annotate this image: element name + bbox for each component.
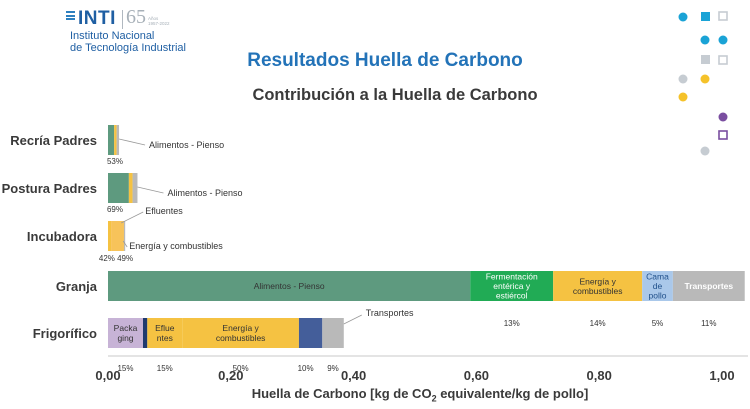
segment-label: estiércol [496,291,528,301]
segment-label: Energía y [579,276,616,286]
logo-anniversary: 65 [126,6,146,28]
bar-segment [108,221,112,251]
logo-separator [122,10,123,29]
percentage-label: 42% 49% [99,254,133,263]
category-label: Granja [56,279,98,294]
chart-title: Contribución a la Huella de Carbono [252,86,538,104]
percentage-label: 15% [157,364,173,373]
segment-label: Packa [114,323,138,333]
bar-segment [147,318,183,348]
bar-segment [116,125,120,155]
bar-segment [553,271,643,301]
bar-segment [142,318,148,348]
bar-segment [108,125,115,155]
deco-square [701,12,710,21]
deco-dot [700,146,710,156]
bar-segment [123,221,126,251]
slide-title: Resultados Huella de Carbono [247,50,523,71]
x-tick-label: 0,80 [587,368,612,383]
segment-label: Eflue [155,323,175,333]
category-label: Postura Padres [2,181,97,196]
deco-dot [718,35,728,45]
bar-segment [470,271,554,301]
logo-brand: INTI [78,8,116,29]
bar-segment [108,173,129,203]
bar-segment [132,173,138,203]
category-label: Incubadora [27,229,98,244]
callout-label: Alimentos - Pienso [149,140,224,150]
percentage-label: 14% [590,319,606,328]
deco-dot [700,35,710,45]
segment-label: pollo [649,291,667,301]
callout-label: Alimentos - Pienso [167,188,242,198]
bar-segment [114,125,117,155]
callout-line [137,186,164,194]
bar-segment [322,318,344,348]
decoration-dots [678,11,728,156]
category-label: Frigorífico [33,326,97,341]
x-axis-label: Huella de Carbono [kg de CO2 equivalente… [251,386,589,404]
logo-line-1: Instituto Nacional [70,30,155,42]
category-label: Recría Padres [10,133,97,148]
deco-dot [678,92,688,102]
callout-label: Efluentes [145,206,183,216]
deco-square-outline [718,130,728,140]
x-tick-label: 0,00 [95,368,120,383]
segment-label: ntes [157,333,173,343]
bar-segment [672,271,745,301]
segment-label: de [653,281,663,291]
inti-logo: INTI 65 Años 1957-2022 Instituto Naciona… [66,6,206,54]
segment-label: ging [117,333,133,343]
deco-square-outline [718,55,728,65]
callout-line [343,314,362,325]
percentage-label: 13% [504,319,520,328]
percentage-label: 50% [233,364,249,373]
x-tick-label: 0,40 [341,368,366,383]
percentage-label: 5% [652,319,664,328]
x-tick-label: 0,20 [218,368,243,383]
segment-label: combustibles [216,333,266,343]
logo-line-2: de Tecnología Industrial [70,42,186,54]
bar-segment [642,271,673,301]
segment-label: Alimentos - Pienso [254,281,325,291]
logo-anniversary-sub: Años 1957-2022 [148,16,170,26]
deco-dot [700,74,710,84]
callout-line [121,211,144,224]
bar-segment [111,221,124,251]
bar-segment [108,271,471,301]
percentage-label: 10% [298,364,314,373]
bar-segment [298,318,323,348]
deco-dot [718,112,728,122]
segment-label: Cama [646,272,669,282]
callout-line [118,138,146,146]
bar-segment [108,318,143,348]
deco-square [701,55,710,64]
x-tick-label: 1,00 [709,368,734,383]
bar-segment [182,318,299,348]
percentage-label: 9% [327,364,339,373]
callout-label: Transportes [366,308,414,318]
percentage-label: 53% [107,157,123,166]
x-tick-label: 0,60 [464,368,489,383]
segment-label: Transportes [684,281,733,291]
segment-label: entérica y [493,281,531,291]
deco-square-outline [718,11,728,21]
deco-dot [678,12,688,22]
percentage-label: 15% [117,364,133,373]
percentage-label: 11% [701,319,716,328]
callout-label: Energía y combustibles [129,241,223,251]
callout-line [122,240,128,248]
deco-dot [678,74,688,84]
flag-icon [66,11,75,24]
bar-segment [128,173,133,203]
segment-label: combustibles [573,286,623,296]
segment-label: Energía y [222,323,259,333]
percentage-label: 69% [107,205,123,214]
segment-label: Fermentación [486,272,538,282]
